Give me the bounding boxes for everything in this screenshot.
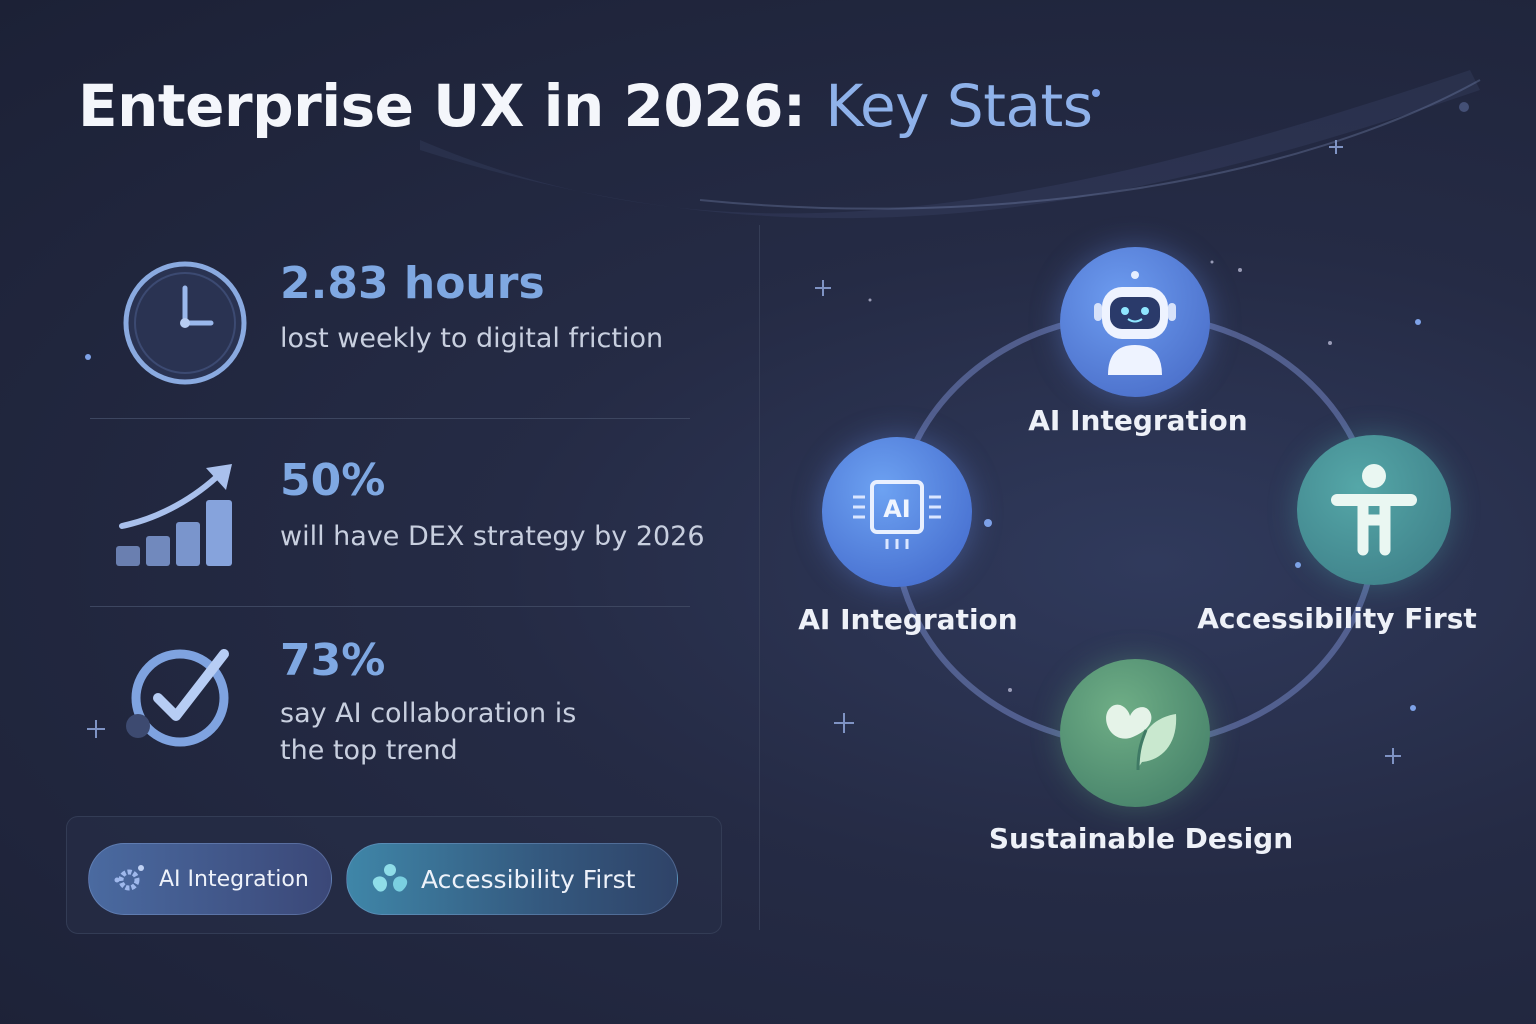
stat-value: 50% [280,455,386,506]
stat-value: 73% [280,635,386,686]
clock-icon [123,261,247,385]
vertical-divider [759,225,760,930]
page-title: Enterprise UX in 2026: Key Stats [78,72,1093,140]
robot-icon [1094,271,1176,375]
accessibility-icon [372,864,408,892]
node-ai-integration-left: AI [822,437,972,587]
ai-chip-icon: AI [853,480,941,549]
chip-label: AI Integration [159,866,309,892]
node-ai-integration-top [1060,247,1210,397]
stat-value: 2.83 hours [280,258,545,309]
gear-icon [114,865,144,891]
growth-chart-icon [116,464,232,566]
node-label: Accessibility First [1197,602,1477,635]
chip-ai-integration[interactable]: AI Integration [88,843,332,915]
stat-label: lost weekly to digital friction [280,323,664,354]
divider [90,606,690,607]
chip-accessibility-first[interactable]: Accessibility First [346,843,678,915]
title-main: Enterprise UX in 2026: [78,72,806,140]
stat-label-line: the top trend [280,735,458,766]
stat-label: will have DEX strategy by 2026 [280,521,705,552]
node-label: AI Integration [1028,404,1248,437]
node-sustainable-design [1060,659,1210,807]
node-label: Sustainable Design [988,822,1294,855]
title-highlight: Key Stats [825,72,1093,140]
stat-label-line: say AI collaboration is [280,698,577,729]
chip-text: AI [883,495,911,523]
stat-label: say AI collaboration is the top trend [280,695,576,769]
node-accessibility-first [1297,435,1451,585]
node-label: AI Integration [798,603,1018,636]
leaf-icon [1106,704,1177,771]
chip-label: Accessibility First [421,864,636,894]
checkmark-icon [126,649,229,747]
divider [90,418,690,419]
accessibility-person-icon [1331,464,1417,556]
